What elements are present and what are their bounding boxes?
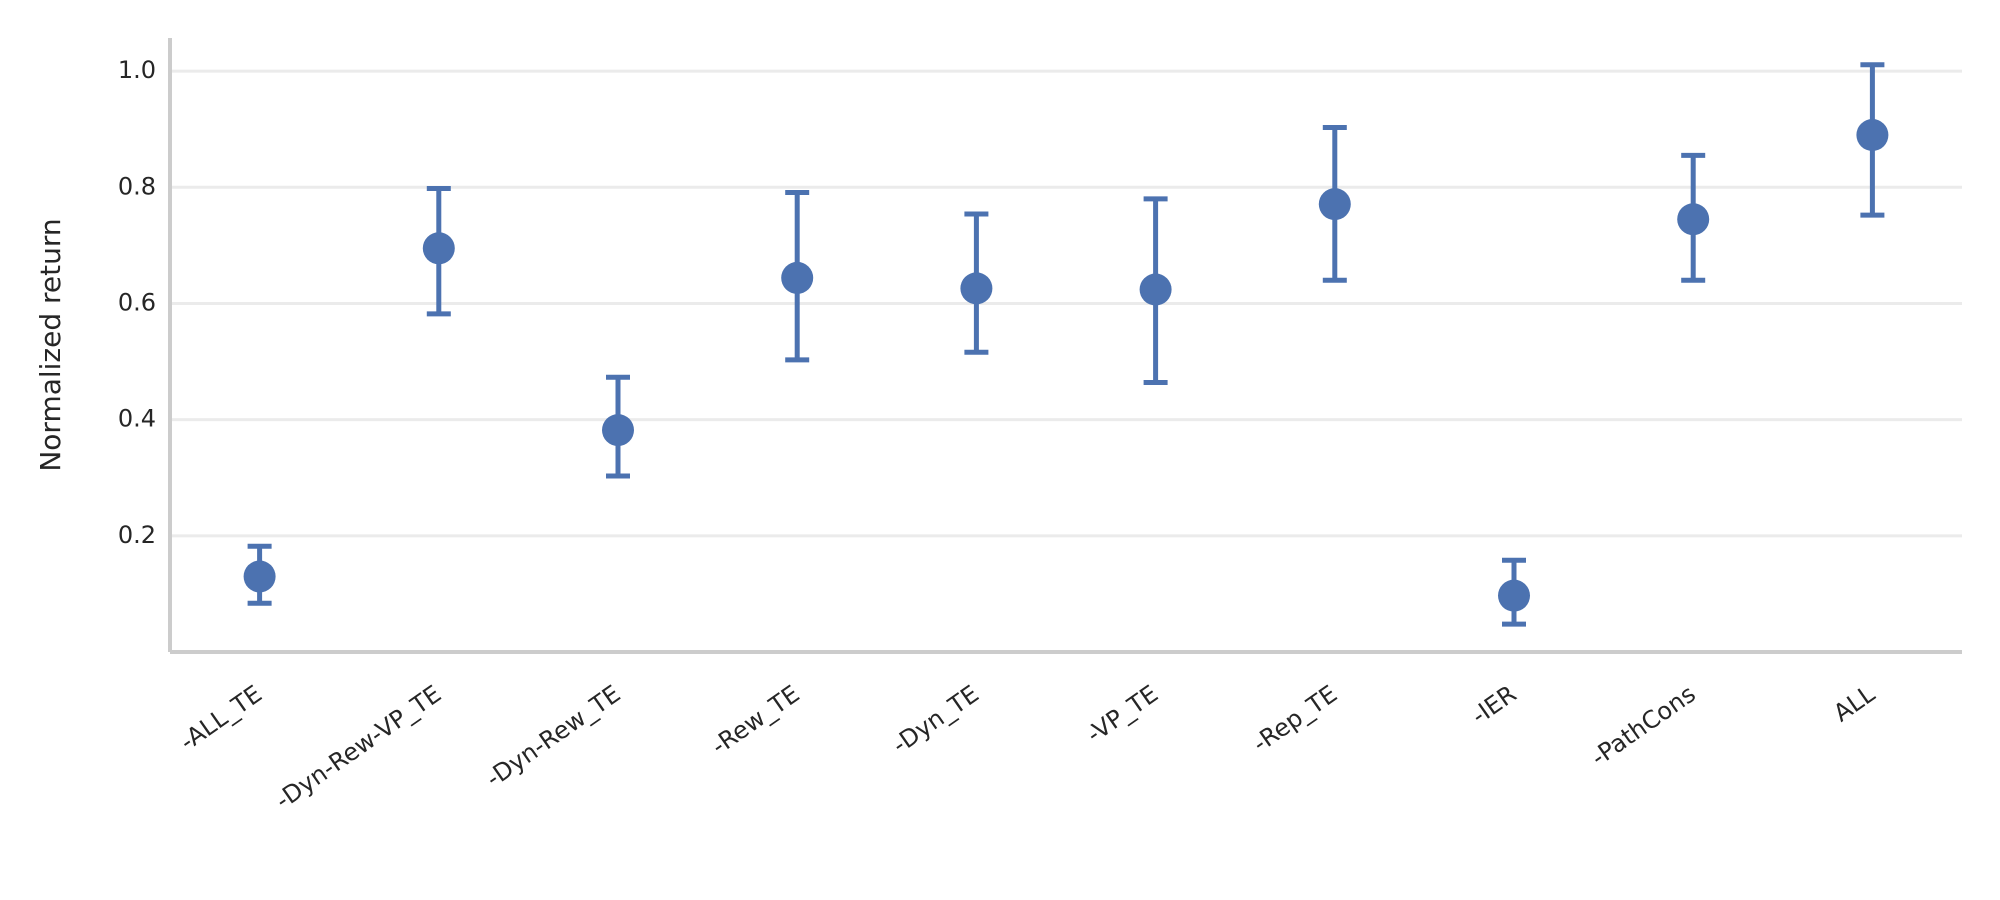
- y-tick-label: 0.6: [118, 288, 156, 316]
- x-tick-label: -ALL_TE: [175, 680, 267, 756]
- point: [781, 261, 814, 294]
- point: [1318, 188, 1351, 221]
- point: [243, 560, 276, 593]
- x-tick-label: -PathCons: [1586, 680, 1701, 772]
- x-tick-label: -VP_TE: [1081, 680, 1163, 749]
- y-tick-label: 0.8: [118, 172, 156, 200]
- y-axis-label: Normalized return: [34, 218, 67, 471]
- x-tick-label: -Rep_TE: [1247, 680, 1342, 758]
- point: [960, 272, 993, 305]
- point: [1139, 273, 1172, 306]
- x-tick-label: -Rew_TE: [706, 680, 804, 761]
- x-tick-label: ALL: [1828, 679, 1880, 727]
- x-tick-label: -Dyn-Rew-VP_TE: [270, 680, 446, 815]
- x-tick-label: -IER: [1466, 680, 1521, 730]
- point: [1677, 203, 1710, 236]
- y-tick-label: 0.4: [118, 405, 156, 433]
- point: [1856, 119, 1889, 152]
- y-tick-label: 0.2: [118, 521, 156, 549]
- point: [422, 232, 455, 265]
- x-tick-label: -Dyn_TE: [887, 680, 984, 759]
- y-tick-label: 1.0: [118, 56, 156, 84]
- point: [602, 414, 634, 447]
- x-tick-label: -Dyn-Rew_TE: [481, 680, 626, 793]
- point: [1498, 579, 1530, 612]
